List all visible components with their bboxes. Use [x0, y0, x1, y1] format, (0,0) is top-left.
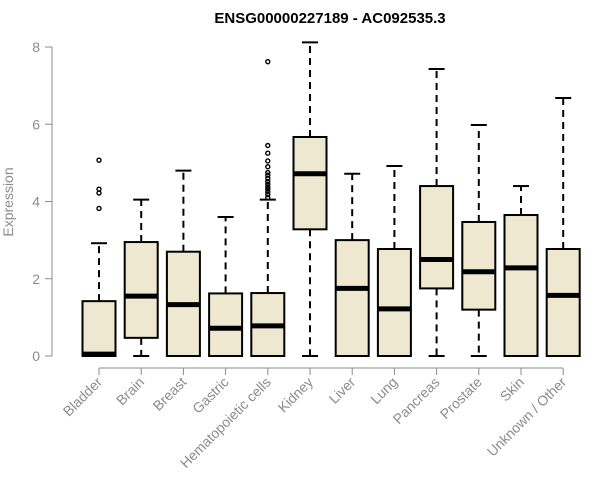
y-tick-label: 8 — [32, 39, 40, 55]
y-axis-label: Expression — [0, 167, 16, 236]
box-lung — [376, 164, 412, 357]
box-bladder — [81, 157, 117, 357]
outlier-point — [96, 186, 102, 192]
box-unknown-other — [545, 96, 581, 357]
box-gastric — [208, 215, 244, 357]
y-axis: 0 2 4 6 8 — [32, 39, 53, 364]
chart-title: ENSG00000227189 - AC092535.3 — [214, 10, 445, 27]
outlier-point — [265, 181, 271, 187]
box-breast — [165, 169, 201, 357]
x-tick-label: Unknown / Other — [484, 374, 570, 460]
outlier-point — [265, 186, 271, 192]
x-tick-label: Pancreas — [390, 374, 443, 427]
outlier-point — [265, 189, 271, 195]
y-tick-label: 2 — [32, 271, 40, 287]
outlier-point — [265, 172, 271, 178]
outlier-point — [265, 191, 271, 198]
outlier-point — [265, 194, 271, 201]
outlier-point — [96, 157, 102, 163]
outlier-point — [265, 158, 271, 164]
box-body — [334, 239, 370, 357]
box-body — [81, 300, 117, 357]
box-prostate — [461, 124, 497, 357]
x-tick-label: Prostate — [437, 374, 485, 422]
outlier-point — [265, 184, 271, 190]
x-tick-label: Liver — [326, 374, 359, 407]
box-body — [292, 135, 328, 231]
box-brain — [123, 198, 159, 357]
box-body — [123, 241, 159, 339]
box-hematopoietic-cells — [250, 58, 286, 358]
y-tick-label: 0 — [32, 348, 40, 364]
outlier-point — [96, 205, 102, 212]
outlier-point — [265, 175, 271, 182]
box-pancreas — [419, 68, 455, 357]
outlier-point — [265, 169, 271, 176]
outlier-point — [265, 150, 271, 156]
x-tick-label: Kidney — [275, 374, 317, 416]
box-body — [461, 220, 497, 311]
boxes-group — [81, 41, 581, 358]
x-tick-label: Bladder — [60, 374, 106, 420]
x-tick-label: Breast — [150, 374, 190, 414]
box-body — [419, 185, 455, 290]
x-tick-label: Skin — [497, 374, 528, 405]
box-body — [503, 214, 539, 357]
box-skin — [503, 185, 539, 357]
outlier-point — [265, 164, 271, 170]
y-tick-label: 6 — [32, 116, 40, 132]
box-body — [376, 248, 412, 357]
box-kidney — [292, 41, 328, 357]
box-liver — [334, 172, 370, 357]
box-body — [208, 292, 244, 357]
outlier-point — [265, 142, 271, 149]
x-tick-label: Brain — [113, 374, 147, 408]
y-tick-label: 4 — [32, 194, 40, 210]
box-body — [545, 248, 581, 357]
outlier-point — [265, 58, 271, 65]
x-tick-label: Lung — [367, 374, 400, 407]
outlier-point — [265, 178, 271, 185]
